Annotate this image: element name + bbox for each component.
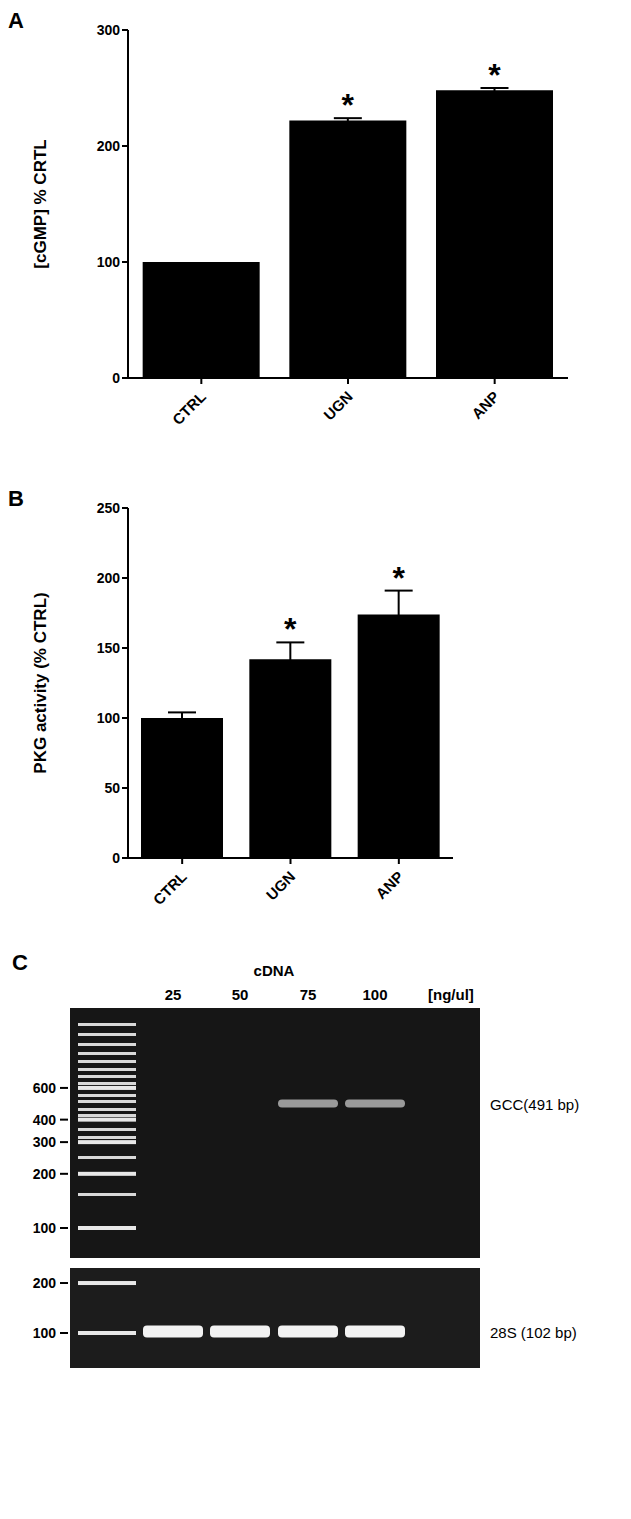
svg-text:50: 50 [232,986,249,1003]
svg-text:*: * [342,87,355,123]
html-text:B: B [8,486,24,511]
svg-text:100: 100 [33,1325,57,1341]
svg-text:*: * [488,57,501,93]
svg-text:0: 0 [112,370,120,386]
svg-text:100: 100 [362,986,387,1003]
svg-text:[cGMP] % CRTL: [cGMP] % CRTL [31,139,50,268]
svg-text:50: 50 [104,780,120,796]
svg-text:CTRL: CTRL [150,868,190,908]
svg-text:150: 150 [97,640,121,656]
svg-text:ANP: ANP [468,388,502,422]
svg-text:ANP: ANP [372,868,406,902]
svg-text:600: 600 [33,1080,57,1096]
svg-text:100: 100 [97,254,121,270]
svg-text:200: 200 [97,570,121,586]
svg-text:GCC(491 bp): GCC(491 bp) [490,1096,579,1113]
svg-text:100: 100 [33,1220,57,1236]
svg-text:200: 200 [97,138,121,154]
svg-text:cDNA: cDNA [254,962,295,979]
svg-text:[ng/ul]: [ng/ul] [428,986,474,1003]
svg-text:100: 100 [97,710,121,726]
svg-text:C: C [12,950,28,975]
svg-text:250: 250 [97,500,121,516]
svg-text:300: 300 [97,22,121,38]
svg-text:200: 200 [33,1166,57,1182]
svg-text:28S (102 bp): 28S (102 bp) [490,1324,577,1341]
svg-text:*: * [284,611,297,647]
svg-text:25: 25 [165,986,182,1003]
svg-text:300: 300 [33,1134,57,1150]
svg-text:200: 200 [33,1275,57,1291]
svg-text:75: 75 [300,986,317,1003]
html-text:A: A [8,8,24,33]
svg-text:0: 0 [112,850,120,866]
svg-text:UGN: UGN [263,868,299,904]
svg-text:PKG activity (% CTRL): PKG activity (% CTRL) [31,592,50,773]
svg-text:400: 400 [33,1112,57,1128]
svg-text:CTRL: CTRL [169,388,209,428]
svg-text:*: * [392,560,405,596]
svg-text:UGN: UGN [320,388,356,424]
